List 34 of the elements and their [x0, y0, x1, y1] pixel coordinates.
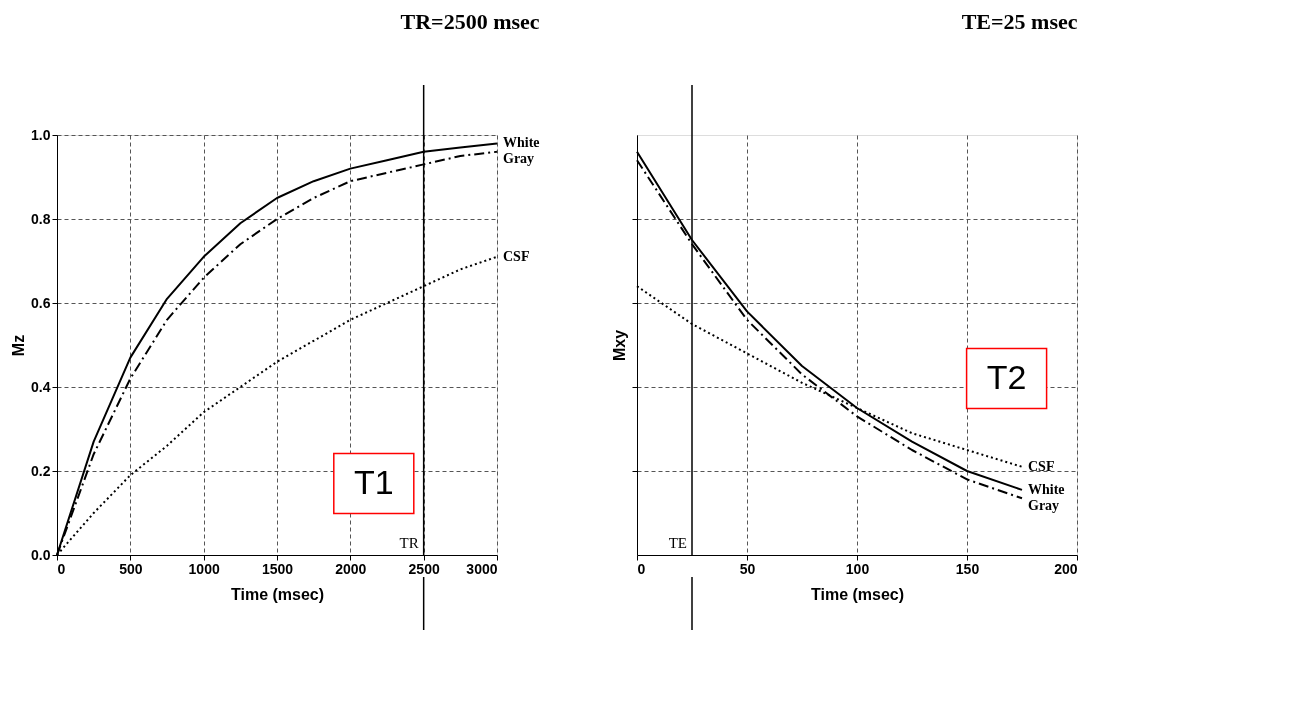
x-tick-label: 2000 [335, 560, 367, 577]
x-tick-label: 1000 [188, 560, 220, 577]
x-tick-label: 100 [845, 560, 870, 577]
y-tick-label: 0.6 [31, 294, 51, 311]
x-tick-label: 0 [57, 560, 66, 577]
x-tick-label: 2500 [408, 560, 440, 577]
y-axis-title: Mxy [611, 329, 628, 362]
x-axis-title: Time (msec) [230, 585, 325, 603]
ref-line-label: TR [399, 535, 419, 551]
series-label: White [1028, 481, 1065, 497]
chart-title: TE=25 msec [961, 9, 1078, 35]
y-axis-title: Mz [10, 334, 28, 357]
series-label: CSF [1028, 458, 1055, 474]
ref-line-label: TE [668, 535, 687, 551]
x-tick-label: 1500 [261, 560, 294, 577]
y-tick-label: 0.0 [31, 546, 51, 563]
x-tick-label: 50 [739, 560, 756, 577]
series-label: CSF [503, 248, 530, 264]
series-label: Gray [503, 151, 535, 167]
x-axis-title: Time (msec) [810, 585, 905, 603]
y-tick-label: 1.0 [31, 126, 51, 143]
x-tick-label: 200 [1054, 560, 1078, 577]
y-tick-label: 0.2 [31, 462, 51, 479]
y-tick-label: 0.8 [31, 210, 51, 227]
x-tick-label: 3000 [466, 560, 498, 577]
series-label: White [503, 135, 540, 151]
annotation: T1 [353, 462, 394, 501]
series-label: Gray [1028, 497, 1060, 513]
x-tick-label: 0 [637, 560, 646, 577]
chart-title: TR=2500 msec [400, 9, 540, 35]
y-tick-label: 0.4 [31, 378, 51, 395]
x-tick-label: 500 [119, 560, 143, 577]
annotation: T2 [986, 357, 1027, 396]
x-tick-label: 150 [955, 560, 980, 577]
